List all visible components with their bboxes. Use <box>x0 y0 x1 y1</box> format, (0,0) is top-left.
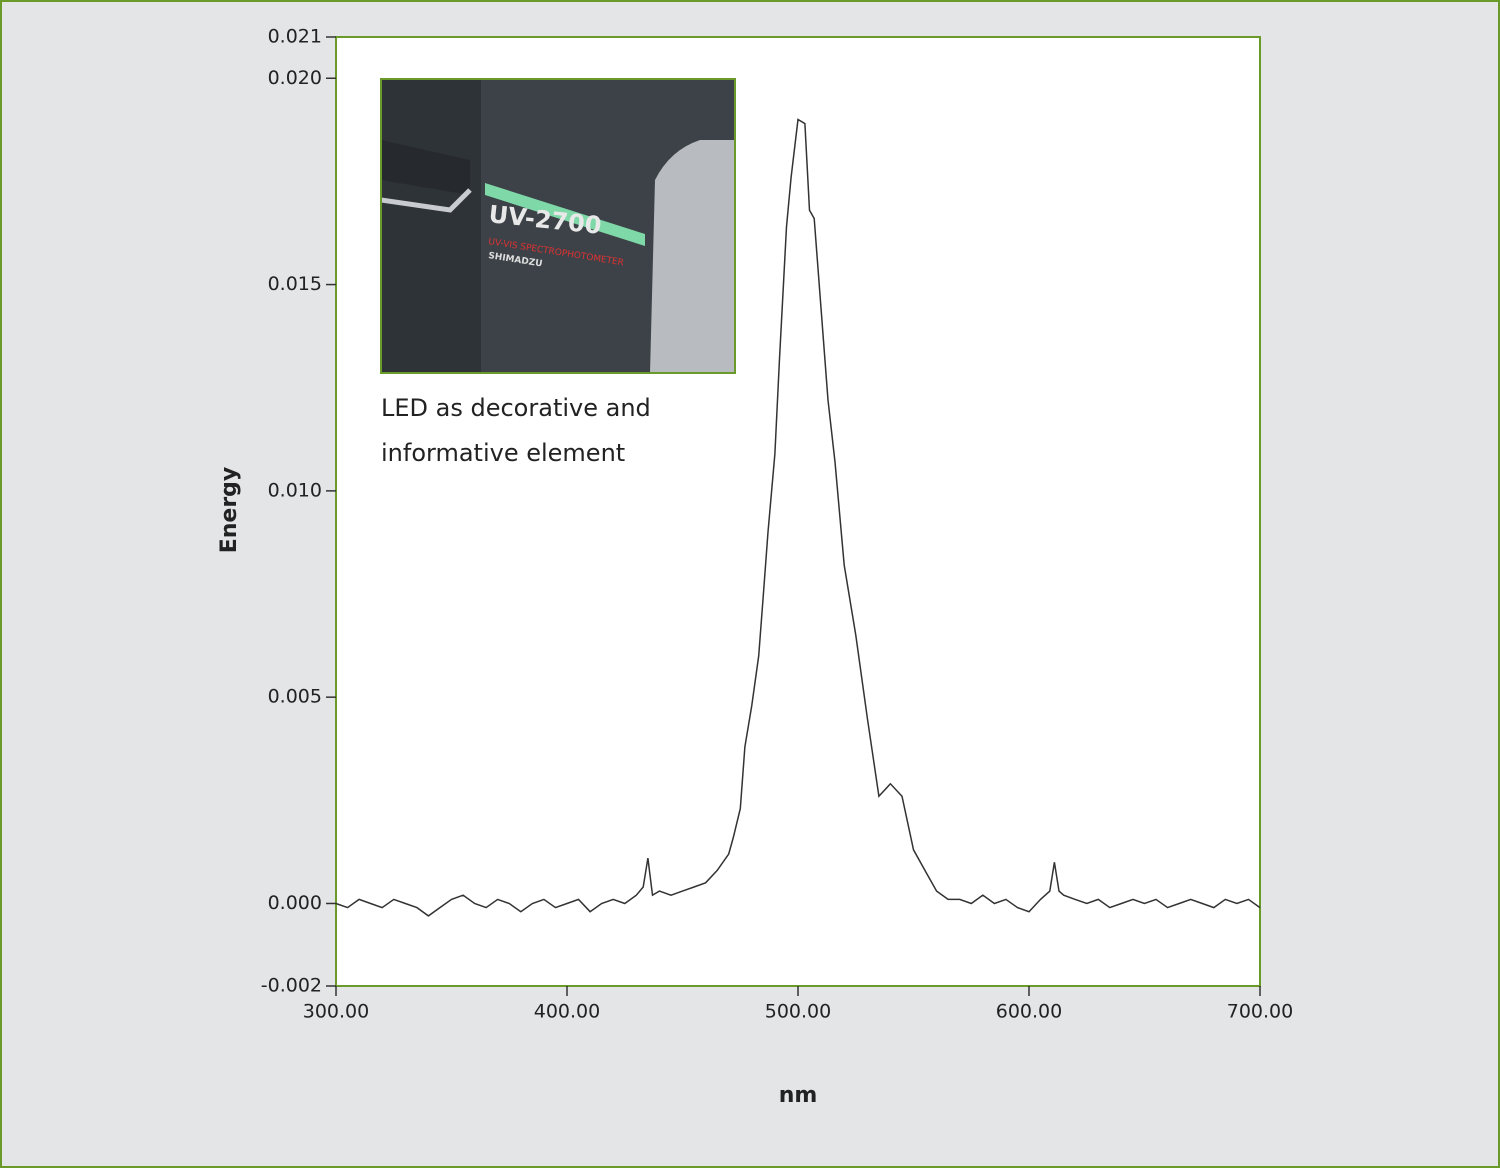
x-tick-label: 700.00 <box>1227 1001 1293 1023</box>
y-tick-label: 0.015 <box>268 273 322 295</box>
spectrum-line <box>335 118 1261 917</box>
y-tick-label: 0.021 <box>268 26 322 48</box>
x-axis-title: nm <box>779 1083 818 1108</box>
caption-line: informative element <box>381 439 625 467</box>
led-strip <box>485 183 645 246</box>
y-tick-label: 0.020 <box>268 67 322 89</box>
photo-trim <box>380 188 472 213</box>
photo-side <box>650 140 735 373</box>
x-tick-label: 500.00 <box>765 1001 831 1023</box>
y-tick-label: 0.000 <box>268 892 322 914</box>
x-tick-label: 300.00 <box>303 1001 369 1023</box>
caption-line: LED as decorative and <box>381 394 651 422</box>
x-tick-label: 400.00 <box>534 1001 600 1023</box>
photo-panel <box>381 79 481 373</box>
x-tick-label: 600.00 <box>996 1001 1062 1023</box>
y-tick-label: 0.005 <box>268 686 322 708</box>
photo-handle <box>381 140 470 195</box>
y-tick-label: -0.002 <box>261 975 322 997</box>
y-axis-title: Energy <box>217 467 242 554</box>
photo-border <box>380 78 736 374</box>
inset-photo: UV-2700 UV-VIS SPECTROPHOTOMETER SHIMADZ… <box>380 78 736 374</box>
y-tick-label: 0.010 <box>268 479 322 501</box>
